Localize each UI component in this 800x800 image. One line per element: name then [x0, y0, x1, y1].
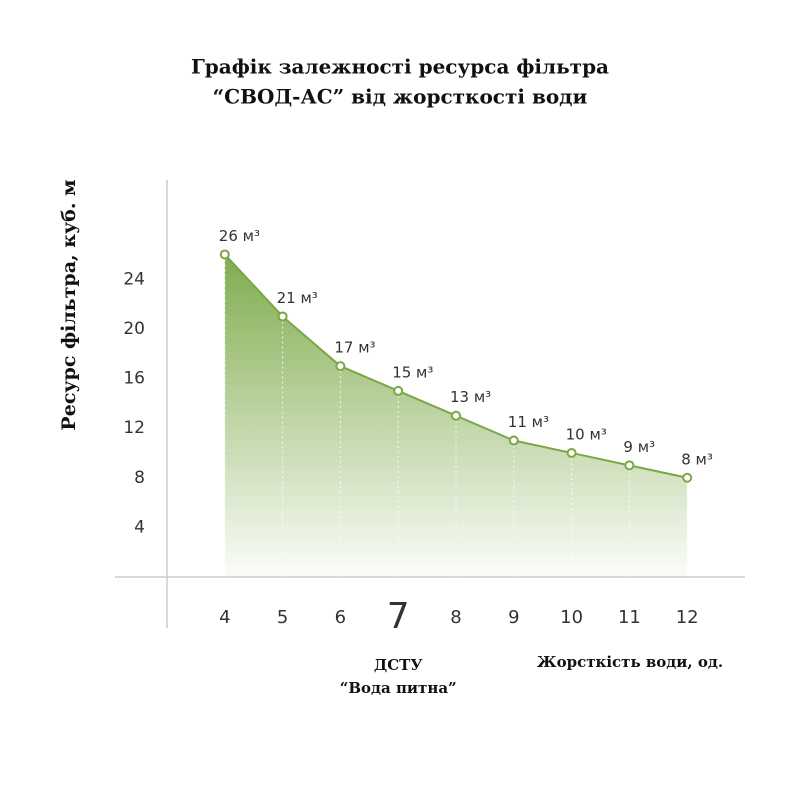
value-label: 9 м³: [623, 438, 655, 456]
value-label: 8 м³: [681, 450, 713, 468]
chart-title: “СВОД-АС” від жорсткості води: [213, 85, 588, 109]
point: [393, 385, 404, 396]
x-tick-label: 10: [560, 607, 583, 628]
x-tick-label: 11: [618, 607, 641, 628]
y-axis-label: Ресурс фільтра, куб. м: [58, 179, 80, 430]
point: [335, 361, 346, 372]
x-tick-label: 6: [335, 607, 346, 628]
x-tick-label: 7: [387, 596, 410, 637]
point: [219, 249, 230, 260]
annotation: ДСТУ: [374, 656, 423, 674]
y-tick-label: 4: [134, 517, 145, 537]
annotation: “Вода питна”: [340, 679, 457, 697]
point: [508, 435, 519, 446]
x-tick-label: 12: [676, 607, 699, 628]
point: [624, 460, 635, 471]
point: [682, 472, 693, 483]
y-tick-label: 12: [123, 418, 145, 438]
x-axis-label: Жорсткість води, од.: [537, 653, 723, 671]
x-tick-label: 9: [508, 607, 519, 628]
value-label: 13 м³: [450, 388, 491, 406]
point: [566, 447, 577, 458]
y-tick-label: 24: [123, 269, 145, 289]
point: [451, 410, 461, 421]
value-label: 11 м³: [508, 413, 549, 431]
value-label: 17 м³: [334, 339, 375, 357]
value-label: 26 м³: [219, 227, 260, 245]
value-label: 15 м³: [392, 363, 433, 381]
x-tick-label: 4: [219, 607, 230, 628]
x-tick-label: 8: [450, 607, 461, 628]
value-label: 10 м³: [566, 425, 607, 443]
y-tick-label: 16: [123, 369, 145, 389]
y-tick-label: 8: [134, 468, 145, 488]
point: [277, 311, 288, 322]
x-tick-label: 5: [277, 607, 288, 628]
chart-title: Графік залежності ресурса фільтра: [191, 55, 609, 79]
y-tick-label: 20: [123, 319, 145, 339]
value-label: 21 м³: [277, 289, 318, 307]
